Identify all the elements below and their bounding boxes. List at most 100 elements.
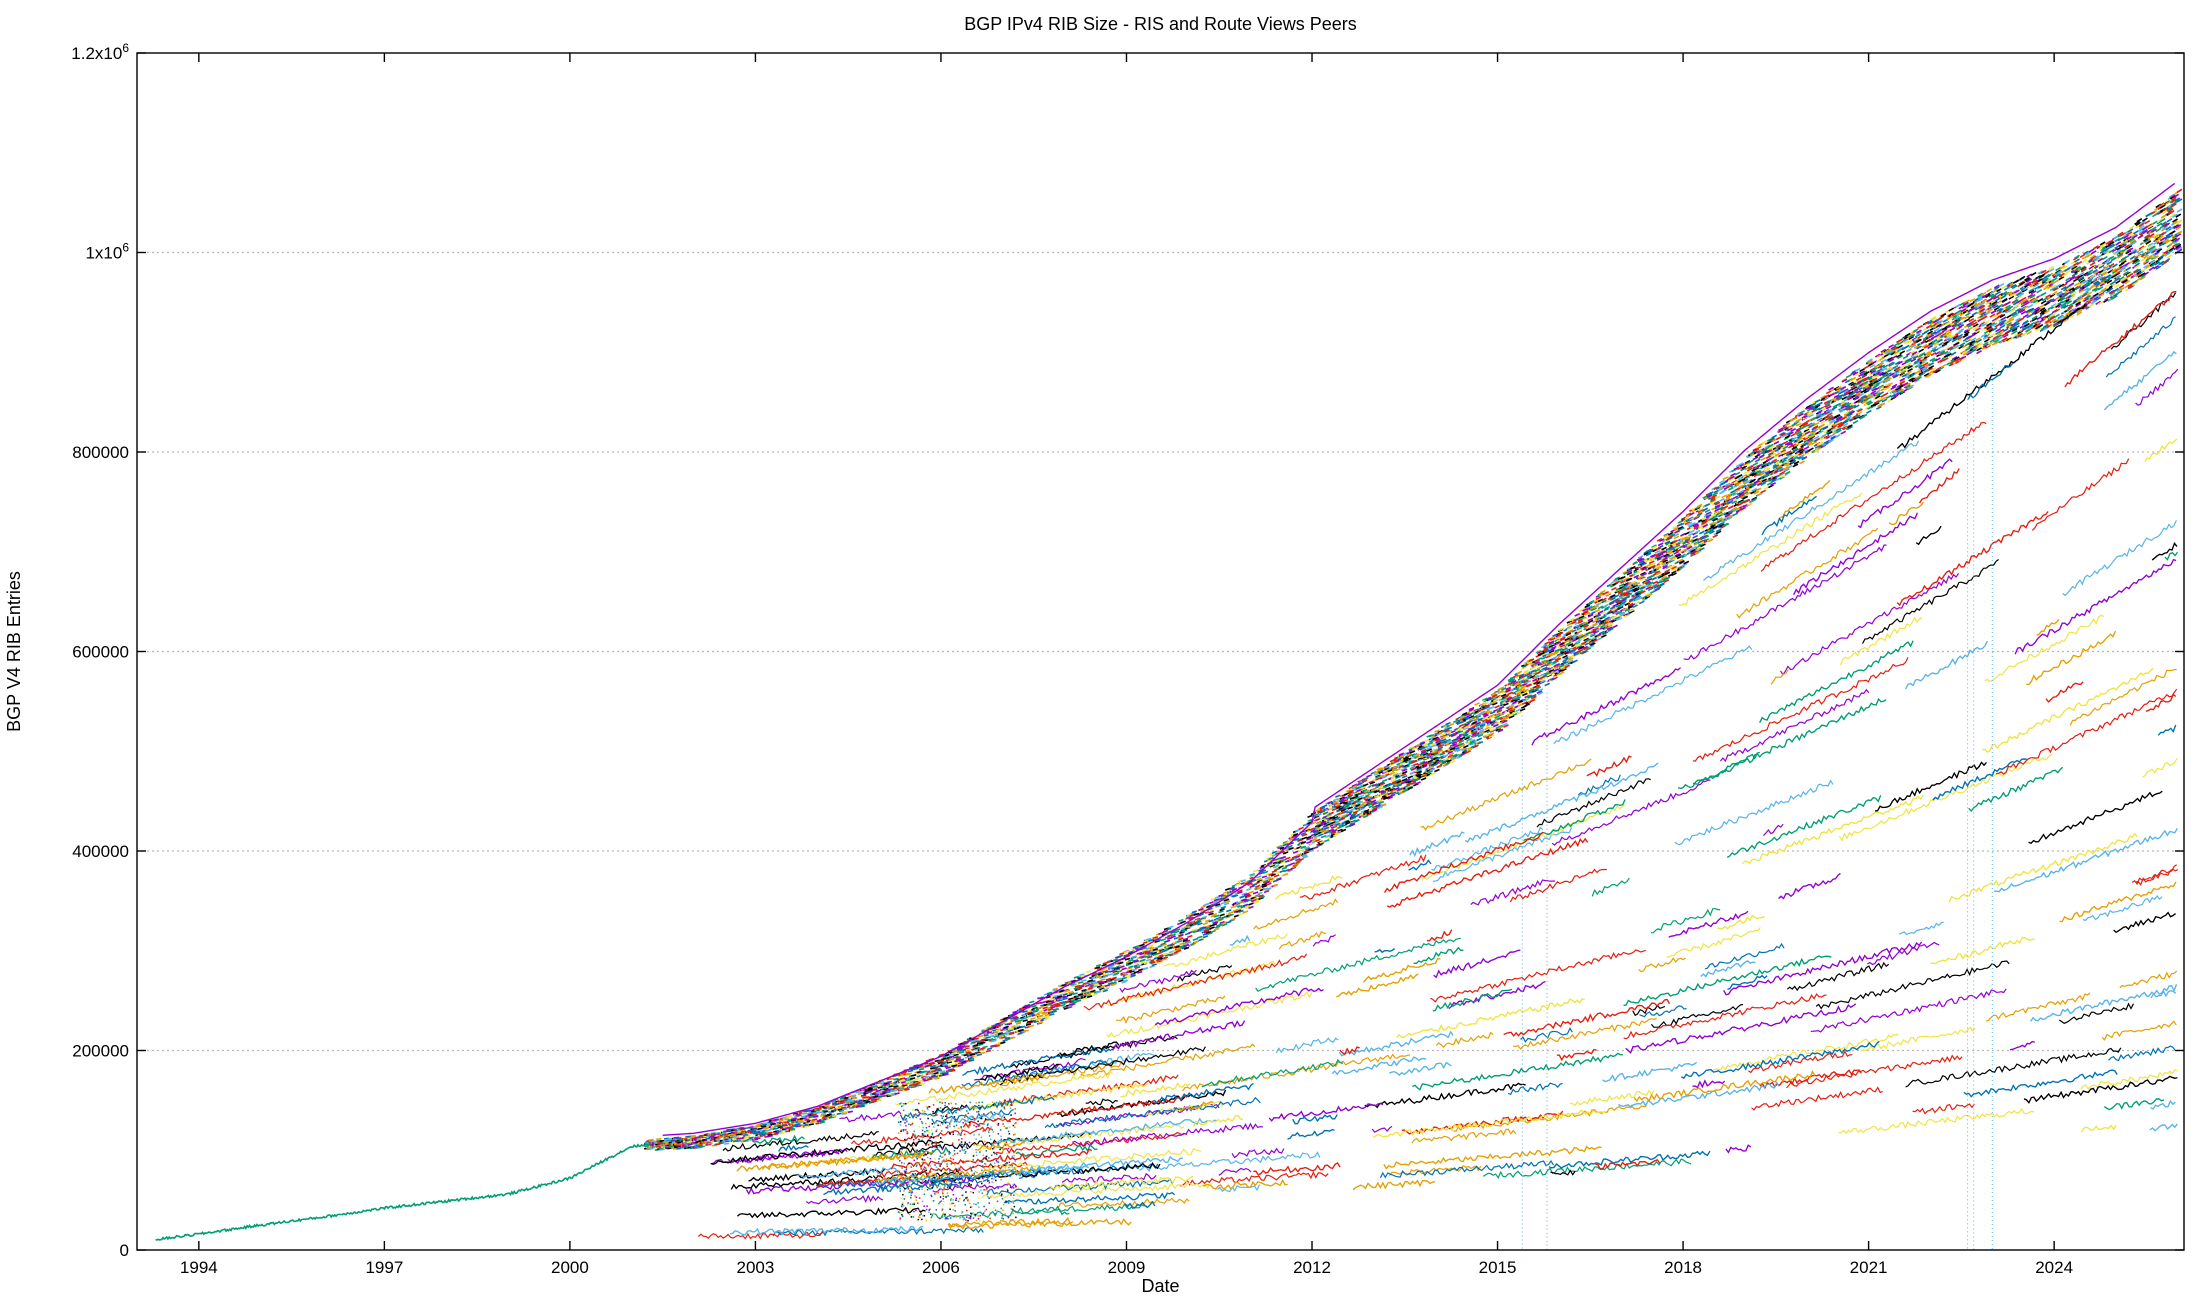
peer-trace [1177, 936, 1183, 940]
peer-trace [1266, 882, 1272, 886]
peer-trace [1183, 946, 1190, 950]
peer-trace [1223, 898, 1230, 902]
peer-trace [840, 1106, 847, 1110]
peer-trace [822, 1109, 828, 1112]
peer-trace [1099, 987, 1105, 991]
peer-trace [1259, 895, 1265, 899]
peer-trace [1376, 787, 1382, 791]
peer-trace [1049, 1013, 1055, 1017]
peer-trace [1237, 890, 1243, 895]
peer-trace [1085, 993, 1092, 996]
peer-trace [865, 1100, 871, 1104]
peer-trace [718, 1142, 724, 1145]
peer-trace [1180, 928, 1186, 932]
peer-trace [1059, 989, 1065, 993]
peer-trace [699, 1134, 705, 1137]
peer-trace [1224, 900, 1231, 904]
peer-trace [1228, 911, 1234, 915]
peer-trace [1141, 946, 1147, 950]
peer-trace [773, 1127, 779, 1130]
peer-trace [1173, 944, 1180, 948]
peer-trace [1443, 753, 1449, 758]
peer-trace [1574, 613, 1581, 617]
peer-trace [825, 1114, 831, 1117]
peer-trace [1022, 1010, 1028, 1013]
peer-trace [1059, 988, 1065, 992]
peer-trace [1315, 827, 1321, 831]
peer-trace [1257, 879, 1263, 883]
peer-trace [723, 1134, 729, 1137]
peer-trace [1721, 494, 1728, 499]
peer-trace [1158, 931, 1164, 935]
peer-trace [915, 1081, 921, 1085]
peer-trace [1151, 963, 1157, 967]
peer-trace [1719, 497, 1725, 502]
peer-trace [1154, 954, 1161, 958]
peer-trace [1062, 995, 1068, 999]
peer-trace [1113, 972, 1120, 976]
peer-trace [927, 1077, 934, 1081]
peer-trace [1278, 865, 1284, 869]
peer-trace [1358, 794, 1365, 799]
peer-trace [1415, 781, 1421, 785]
peer-trace [848, 1096, 855, 1099]
peer-trace [1045, 995, 1052, 999]
peer-trace [1093, 983, 1100, 987]
peer-trace [997, 1041, 1004, 1044]
peer-trace [864, 1096, 870, 1099]
peer-trace [678, 1143, 684, 1147]
peer-trace [912, 1067, 918, 1071]
peer-trace [1197, 922, 1203, 926]
peer-trace [1198, 907, 1204, 911]
peer-trace [899, 1085, 906, 1089]
peer-trace [667, 1137, 673, 1140]
peer-trace [1231, 887, 1238, 892]
peer-trace [873, 1095, 879, 1098]
peer-trace [1090, 989, 1096, 993]
peer-trace [1079, 973, 1085, 977]
peer-trace [868, 1096, 875, 1099]
peer-trace [905, 1080, 911, 1084]
peer-trace [1190, 929, 1196, 934]
peer-trace [964, 1049, 970, 1053]
peer-trace [1226, 909, 1232, 913]
peer-trace [1258, 894, 1264, 898]
peer-trace [1712, 534, 1719, 539]
peer-trace [1181, 929, 1188, 933]
peer-trace [879, 1081, 886, 1085]
peer-trace [892, 1087, 898, 1090]
peer-trace [1315, 817, 1321, 822]
peer-trace [1070, 983, 1076, 986]
peer-trace [1683, 560, 1690, 565]
peer-trace [1102, 975, 1108, 979]
peer-trace [1281, 866, 1288, 870]
peer-trace [961, 1060, 967, 1064]
peer-trace [699, 1145, 705, 1148]
peer-trace [1285, 863, 1291, 868]
peer-trace [1270, 873, 1277, 877]
peer-trace [1213, 927, 1220, 931]
peer-trace [1100, 978, 1106, 982]
peer-trace [1268, 856, 1274, 861]
peer-trace [1165, 927, 1172, 931]
peer-trace [996, 1035, 1003, 1039]
peer-trace [1081, 990, 1087, 994]
peer-trace [1313, 832, 1320, 836]
peer-trace [1129, 950, 1135, 954]
peer-trace [1199, 927, 1205, 931]
peer-trace [1150, 952, 1156, 956]
peer-trace [874, 1098, 880, 1101]
peer-trace [1120, 966, 1126, 970]
peer-trace [1200, 917, 1206, 921]
peer-trace [1050, 1005, 1056, 1009]
peer-trace [795, 1123, 801, 1126]
peer-trace [1139, 952, 1145, 956]
peer-trace [846, 1099, 852, 1102]
peer-trace [763, 1122, 769, 1125]
peer-trace [1072, 998, 1078, 1002]
peer-trace [705, 1137, 711, 1140]
peer-trace [1268, 877, 1274, 882]
peer-trace [802, 1112, 808, 1115]
peer-trace [1041, 1011, 1047, 1015]
peer-trace [743, 1134, 749, 1137]
